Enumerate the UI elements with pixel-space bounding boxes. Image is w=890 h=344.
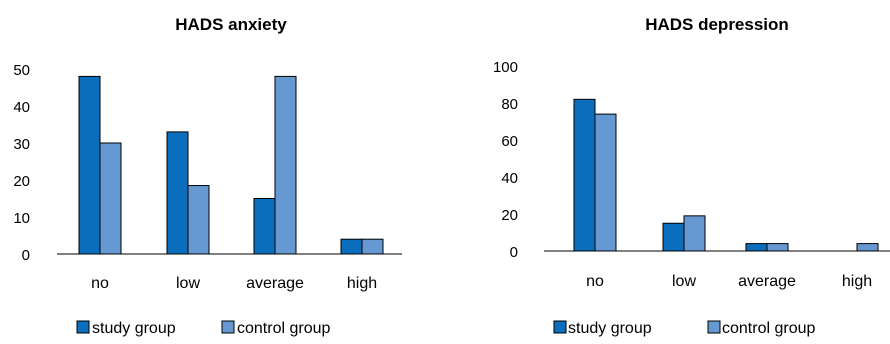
chart-depression-xtick: high [842,273,872,290]
chart-anxiety-ytick: 40 [13,99,30,116]
legend-label-control: control group [722,320,815,337]
chart-anxiety-bar-study-low [166,131,189,255]
chart-depression: HADS depression 0 20 40 60 80 100 no low… [493,15,890,337]
chart-depression-bar-control-high [856,243,879,252]
chart-anxiety-legend: study group control group [76,320,330,337]
chart-anxiety-bar-control-low [187,185,210,255]
chart-anxiety-bar-study-high [340,238,363,255]
chart-anxiety-xtick: low [176,275,200,292]
chart-depression-xtick: no [586,273,604,290]
chart-depression-ytick: 0 [510,244,518,261]
chart-depression-bar-study-no [573,98,596,252]
chart-anxiety-title: HADS anxiety [175,15,287,34]
chart-depression-ytick: 60 [501,133,518,150]
chart-depression-legend: study group control group [553,320,815,337]
chart-depression-ytick: 20 [501,207,518,224]
legend-swatch-study [76,320,90,334]
legend-label-study: study group [92,320,176,337]
chart-anxiety-ytick: 50 [13,62,30,79]
legend-swatch-control [707,320,721,334]
chart-anxiety-xtick: average [246,275,304,292]
chart-depression-ytick: 80 [501,96,518,113]
chart-anxiety-ytick: 20 [13,173,30,190]
legend-label-study: study group [568,320,652,337]
chart-anxiety-ytick: 10 [13,210,30,227]
chart-anxiety-ytick: 30 [13,136,30,153]
chart-depression-bar-study-average [745,243,768,252]
chart-anxiety-bar-control-average [274,75,297,255]
chart-depression-bar-study-low [662,222,685,252]
chart-anxiety-bar-study-no [78,75,101,255]
chart-depression-title: HADS depression [645,15,789,34]
chart-depression-ytick: 100 [493,59,518,76]
chart-anxiety-ytick: 0 [22,247,30,264]
chart-depression-bar-control-no [594,113,617,252]
chart-anxiety: HADS anxiety 0 10 20 30 40 50 no low ave… [13,15,402,337]
chart-anxiety-bar-control-no [99,142,122,255]
legend-swatch-control [221,320,235,334]
chart-depression-bar-control-low [683,215,706,252]
chart-anxiety-xtick: high [347,275,377,292]
chart-anxiety-bar-control-high [361,238,384,255]
legend-swatch-study [553,320,567,334]
chart-depression-xtick: low [672,273,696,290]
chart-depression-xtick: average [738,273,796,290]
legend-label-control: control group [237,320,330,337]
chart-depression-bar-control-average [766,243,789,252]
chart-anxiety-xtick: no [91,275,109,292]
chart-depression-ytick: 40 [501,170,518,187]
chart-anxiety-bar-study-average [253,198,276,255]
